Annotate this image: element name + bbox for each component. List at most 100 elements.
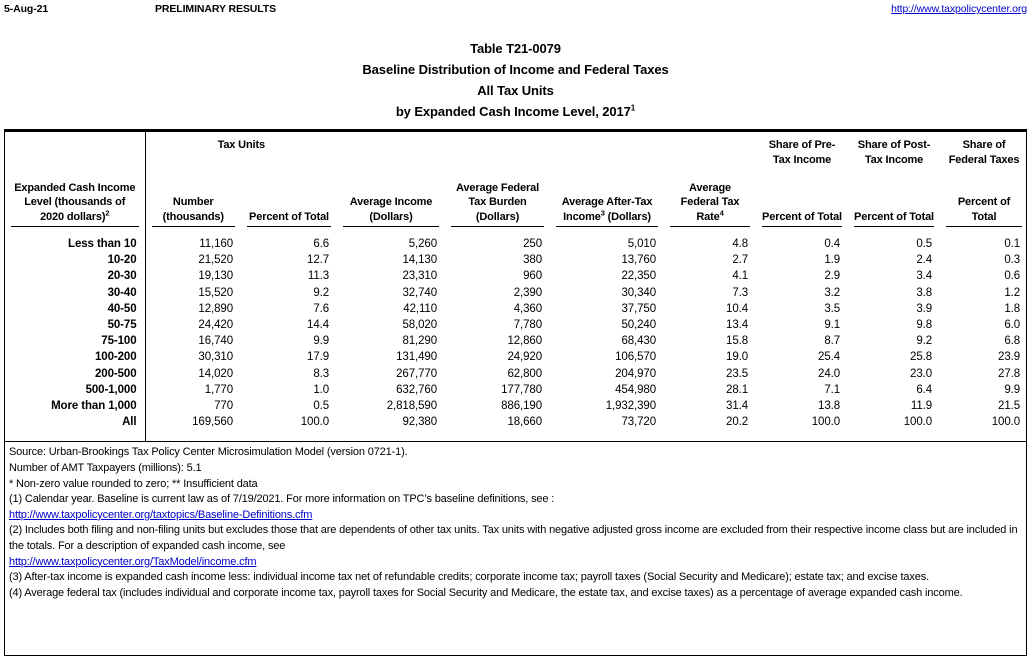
row-label: 200-500 bbox=[5, 365, 146, 382]
preliminary-results-label: PRELIMINARY RESULTS bbox=[155, 3, 276, 15]
row-label: 500-1,000 bbox=[5, 381, 146, 399]
cell-avg-income: 267,770 bbox=[396, 367, 438, 380]
cell-units-num: 12,890 bbox=[198, 302, 233, 315]
cell-avg-after: 204,970 bbox=[615, 367, 657, 380]
cell-avg-rate: 13.4 bbox=[726, 319, 749, 332]
cell-share-post: 6.4 bbox=[916, 383, 933, 396]
cell-units-pct: 14.4 bbox=[307, 319, 330, 332]
cell-avg-rate: 31.4 bbox=[726, 400, 749, 413]
table-notes: Source: Urban-Brookings Tax Policy Cente… bbox=[5, 441, 1026, 601]
table-row: 50-75 24,420 14.4 58,020 7,780 50,240 13.4 9.1 9… bbox=[5, 317, 1028, 334]
cell-avg-rate: 2.7 bbox=[732, 254, 749, 267]
table-row: More than 1,000 770 0.5 2,818,590 886,190 1,9… bbox=[5, 398, 1028, 415]
body-bottom-spacer bbox=[5, 430, 1028, 442]
cell-avg-rate: 15.8 bbox=[726, 335, 749, 348]
cell-avg-tax: 177,780 bbox=[501, 383, 543, 396]
cell-share-pre: 100.0 bbox=[811, 416, 841, 429]
cell-avg-rate: 23.5 bbox=[726, 367, 749, 380]
cell-share-tax: 6.0 bbox=[1004, 319, 1021, 332]
cell-avg-tax: 7,780 bbox=[513, 319, 543, 332]
cell-avg-after: 68,430 bbox=[621, 335, 657, 348]
col-header-tax-units-percent: Percent of Total bbox=[241, 194, 337, 227]
note-2: (2) Includes both filing and non-filing … bbox=[9, 524, 1018, 552]
row-label: More than 1,000 bbox=[5, 398, 146, 415]
table-subtitle-level: by Expanded Cash Income Level, 20171 bbox=[0, 101, 1031, 122]
col-header-income-level: Expanded Cash Income Level (thousands of… bbox=[5, 132, 146, 227]
col-header-average-income-text: Average Income (Dollars) bbox=[343, 195, 440, 227]
cell-share-pre: 1.9 bbox=[824, 254, 841, 267]
row-label: 20-30 bbox=[5, 268, 146, 285]
cell-units-pct: 12.7 bbox=[307, 254, 330, 267]
table-head: Expanded Cash Income Level (thousands of… bbox=[5, 132, 1028, 227]
cell-units-pct: 0.5 bbox=[313, 400, 330, 413]
note-3: (3) After-tax income is expanded cash in… bbox=[9, 571, 929, 584]
cell-share-post: 23.0 bbox=[910, 367, 933, 380]
col-header-average-federal-tax-rate-text: Average Federal Tax Rate bbox=[680, 181, 740, 223]
cell-share-post: 3.8 bbox=[916, 286, 933, 299]
cell-units-num: 21,520 bbox=[198, 254, 233, 267]
cell-share-pre: 0.4 bbox=[824, 238, 841, 250]
footnote-marker-3: 3 bbox=[600, 207, 605, 217]
cell-avg-income: 23,310 bbox=[402, 270, 438, 283]
title-block: Table T21-0079 Baseline Distribution of … bbox=[0, 22, 1031, 122]
cell-share-tax: 27.8 bbox=[998, 367, 1021, 380]
col-header-share-post-tax-income-pct-text: Percent of Total bbox=[854, 210, 934, 227]
cell-avg-income: 632,760 bbox=[396, 383, 438, 396]
cell-avg-after: 106,570 bbox=[615, 351, 657, 364]
table-row: 200-500 14,020 8.3 267,770 62,800 204,970 23.5… bbox=[5, 365, 1028, 382]
cell-share-pre: 7.1 bbox=[824, 383, 841, 396]
cell-avg-after: 30,340 bbox=[621, 286, 657, 299]
table-row: 100-200 30,310 17.9 131,490 24,920 106,570 19.… bbox=[5, 349, 1028, 366]
cell-share-post: 100.0 bbox=[903, 416, 933, 429]
cell-avg-tax: 18,660 bbox=[507, 416, 543, 429]
cell-avg-rate: 10.4 bbox=[726, 302, 749, 315]
cell-avg-income: 92,380 bbox=[402, 416, 438, 429]
col-header-share-post-tax-income-text: Share of Post-Tax Income bbox=[857, 139, 931, 166]
col-header-average-income: Average Income (Dollars) bbox=[337, 132, 445, 227]
note-4: (4) Average federal tax (includes indivi… bbox=[9, 586, 963, 599]
cell-units-num: 169,560 bbox=[192, 416, 233, 429]
body-top-spacer bbox=[5, 227, 1028, 236]
cell-units-pct: 11.3 bbox=[307, 270, 330, 283]
cell-units-pct: 9.2 bbox=[313, 286, 330, 299]
col-header-share-post-tax-income: Share of Post-Tax Income bbox=[848, 132, 940, 194]
cell-avg-tax: 4,360 bbox=[513, 302, 543, 315]
table-subtitle-level-text: by Expanded Cash Income Level, 2017 bbox=[395, 104, 631, 119]
row-label: 75-100 bbox=[5, 333, 146, 350]
table-row: Less than 10 11,160 6.6 5,260 250 5,010 4.8 0.4… bbox=[5, 236, 1028, 253]
row-label: 40-50 bbox=[5, 300, 146, 318]
cell-units-num: 16,740 bbox=[198, 335, 233, 348]
table-number: Table T21-0079 bbox=[470, 41, 561, 56]
cell-share-tax: 100.0 bbox=[991, 416, 1021, 429]
col-header-share-federal-taxes-text: Share of Federal Taxes bbox=[948, 139, 1020, 166]
cell-units-num: 770 bbox=[214, 400, 233, 413]
page-meta-bar: 5-Aug-21 PRELIMINARY RESULTS http://www.… bbox=[0, 0, 1031, 22]
distribution-table: Expanded Cash Income Level (thousands of… bbox=[5, 132, 1028, 442]
row-label: Less than 10 bbox=[5, 236, 146, 253]
baseline-definitions-link[interactable]: http://www.taxpolicycenter.org/taxtopics… bbox=[9, 508, 313, 521]
cell-share-pre: 2.9 bbox=[824, 270, 841, 283]
cell-units-pct: 1.0 bbox=[313, 383, 330, 396]
cell-share-pre: 25.4 bbox=[818, 351, 841, 364]
cell-share-tax: 6.8 bbox=[1004, 335, 1021, 348]
income-definition-link[interactable]: http://www.taxpolicycenter.org/TaxModel/… bbox=[9, 555, 257, 568]
row-label: 30-40 bbox=[5, 284, 146, 301]
table-row: 500-1,000 1,770 1.0 632,760 177,780 454,980 28… bbox=[5, 381, 1028, 399]
col-header-tax-units-group-text: Tax Units bbox=[217, 139, 266, 151]
cell-units-pct: 8.3 bbox=[313, 367, 330, 380]
cell-avg-income: 2,818,590 bbox=[386, 400, 438, 413]
cell-avg-after: 5,010 bbox=[627, 238, 657, 250]
row-label: 100-200 bbox=[5, 349, 146, 366]
cell-share-pre: 3.2 bbox=[824, 286, 841, 299]
taxpolicycenter-link[interactable]: http://www.taxpolicycenter.org bbox=[891, 3, 1027, 15]
col-header-share-federal-taxes-pct-text: Percent of Total bbox=[946, 195, 1023, 227]
cell-avg-after: 22,350 bbox=[621, 270, 657, 283]
cell-units-pct: 17.9 bbox=[307, 351, 330, 364]
col-header-share-post-tax-income-pct: Percent of Total bbox=[848, 194, 940, 227]
cell-avg-rate: 28.1 bbox=[726, 383, 749, 396]
header-row-top: Expanded Cash Income Level (thousands of… bbox=[5, 132, 1028, 227]
cell-avg-after: 454,980 bbox=[615, 383, 657, 396]
table-row: 40-50 12,890 7.6 42,110 4,360 37,750 10.4 3.5 3.… bbox=[5, 300, 1028, 318]
cell-avg-after: 1,932,390 bbox=[605, 400, 657, 413]
cell-avg-rate: 7.3 bbox=[732, 286, 749, 299]
